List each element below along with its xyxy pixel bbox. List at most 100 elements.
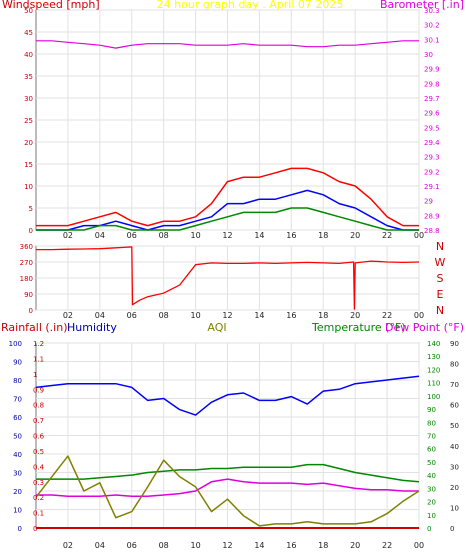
x-tick-label: 20 (350, 231, 360, 240)
dew-point-line (36, 478, 419, 498)
windspeed-tick-label: 20 (24, 139, 33, 147)
rain-tick-label: 1.1 (33, 355, 44, 363)
barometer-tick-label: 29.7 (424, 95, 440, 103)
x-tick-label: 22 (382, 541, 392, 550)
temperature-tick-label: 110 (427, 380, 440, 388)
rain-tick-label: 1.2 (33, 340, 44, 348)
humidity-tick-label: 10 (13, 507, 22, 515)
x-tick-label: 18 (318, 231, 328, 240)
wind-gust-line (36, 167, 419, 227)
aqi-tick-label: 90 (450, 340, 459, 348)
humidity-tick-label: 40 (13, 451, 22, 459)
x-tick-label: 04 (95, 311, 105, 320)
rain-tick-label: 0.2 (33, 494, 44, 502)
windspeed-tick-label: 10 (24, 183, 33, 191)
compass-label: E (437, 288, 444, 301)
barometer-tick-label: 29.1 (424, 183, 440, 191)
barometer-tick-label: 29.3 (424, 154, 440, 162)
temperature-tick-label: 130 (427, 353, 440, 361)
aqi-tick-label: 80 (450, 361, 459, 369)
aqi-tick-label: 70 (450, 381, 459, 389)
temperature-tick-label: 100 (427, 393, 440, 401)
windspeed-tick-label: 40 (24, 51, 33, 59)
x-tick-label: 08 (159, 541, 169, 550)
temperature-tick-label: 90 (427, 406, 436, 414)
windspeed-tick-label: 15 (24, 161, 33, 169)
barometer-tick-label: 29.2 (424, 168, 440, 176)
x-tick-label: 00 (414, 231, 424, 240)
wind-panel-ticks: 0 5 10 15 20 25 30 35 40 45 50 28.8 28.9 29 29.1 29.2 29… (24, 7, 440, 240)
x-tick-label: 08 (159, 231, 169, 240)
aqi-tick-label: 20 (450, 484, 459, 492)
windspeed-tick-label: 35 (24, 73, 33, 81)
climate-panel-series (35, 375, 420, 529)
direction-tick-label: 0 (29, 307, 33, 315)
climate-panel-ticks: 010203040506070809010000.10.20.30.40.50.… (9, 340, 459, 550)
x-tick-label: 14 (254, 541, 264, 550)
humidity-tick-label: 20 (13, 488, 22, 496)
temperature-tick-label: 60 (427, 446, 436, 454)
x-tick-label: 14 (254, 311, 264, 320)
barometer-tick-label: 30.3 (424, 7, 440, 15)
rain-tick-label: 0.9 (33, 386, 44, 394)
temperature-tick-label: 40 (427, 472, 436, 480)
rain-tick-label: 0.1 (33, 510, 44, 518)
temperature-axis-label: Temperature (°F) (311, 321, 406, 334)
x-tick-label: 02 (63, 311, 73, 320)
x-tick-label: 06 (127, 231, 137, 240)
temperature-tick-label: 70 (427, 433, 436, 441)
barometer-tick-label: 28.9 (424, 212, 440, 220)
temperature-line (36, 463, 420, 483)
x-tick-label: 12 (222, 231, 232, 240)
humidity-tick-label: 70 (13, 396, 22, 404)
barometer-tick-label: 29 (424, 198, 433, 206)
wind-panel-grid (36, 9, 420, 231)
aqi-tick-label: 60 (450, 402, 459, 410)
compass-label: N (436, 240, 444, 253)
temperature-tick-label: 80 (427, 419, 436, 427)
temperature-tick-label: 120 (427, 366, 440, 374)
rain-tick-label: 0.6 (33, 433, 45, 441)
windspeed-tick-label: 45 (24, 29, 33, 37)
humidity-line (35, 375, 420, 416)
barometer-tick-label: 29.9 (424, 66, 440, 74)
barometer-tick-label: 29.4 (424, 139, 440, 147)
barometer-tick-label: 30 (424, 51, 433, 59)
wind-direction-line (36, 246, 420, 310)
compass-label: S (437, 272, 444, 285)
barometer-tick-label: 29.6 (424, 110, 440, 118)
aqi-tick-label: 50 (450, 422, 459, 430)
windspeed-tick-label: 5 (29, 205, 33, 213)
barometer-tick-label: 29.5 (424, 124, 440, 132)
temperature-tick-label: 0 (427, 525, 431, 533)
humidity-tick-label: 60 (13, 414, 22, 422)
x-tick-label: 16 (286, 311, 296, 320)
compass-label: W (435, 256, 446, 269)
barometer-tick-label: 29.8 (424, 80, 440, 88)
barometer-line (36, 40, 419, 49)
x-tick-label: 00 (414, 541, 424, 550)
humidity-tick-label: 0 (18, 525, 22, 533)
humidity-tick-label: 30 (13, 470, 22, 478)
humidity-axis-label: Humidity (67, 321, 117, 334)
rain-tick-label: 0 (33, 525, 37, 533)
x-tick-label: 16 (286, 541, 296, 550)
rainfall-axis-label: Rainfall (.in) (1, 321, 68, 334)
barometer-axis-label: Barometer [.in] (380, 0, 464, 11)
windspeed-tick-label: 30 (24, 95, 33, 103)
temperature-tick-label: 50 (427, 459, 436, 467)
aqi-line (35, 455, 420, 527)
x-tick-label: 10 (190, 231, 200, 240)
aqi-tick-label: 30 (450, 463, 459, 471)
humidity-tick-label: 90 (13, 359, 22, 367)
aqi-tick-label: 0 (450, 525, 454, 533)
rain-tick-label: 0.8 (33, 402, 44, 410)
rain-tick-label: 0.7 (33, 417, 44, 425)
x-tick-label: 08 (159, 311, 169, 320)
humidity-tick-label: 100 (9, 340, 22, 348)
x-tick-label: 20 (350, 541, 360, 550)
temperature-tick-label: 140 (427, 340, 440, 348)
direction-tick-label: 270 (20, 259, 33, 267)
x-tick-label: 10 (190, 541, 200, 550)
